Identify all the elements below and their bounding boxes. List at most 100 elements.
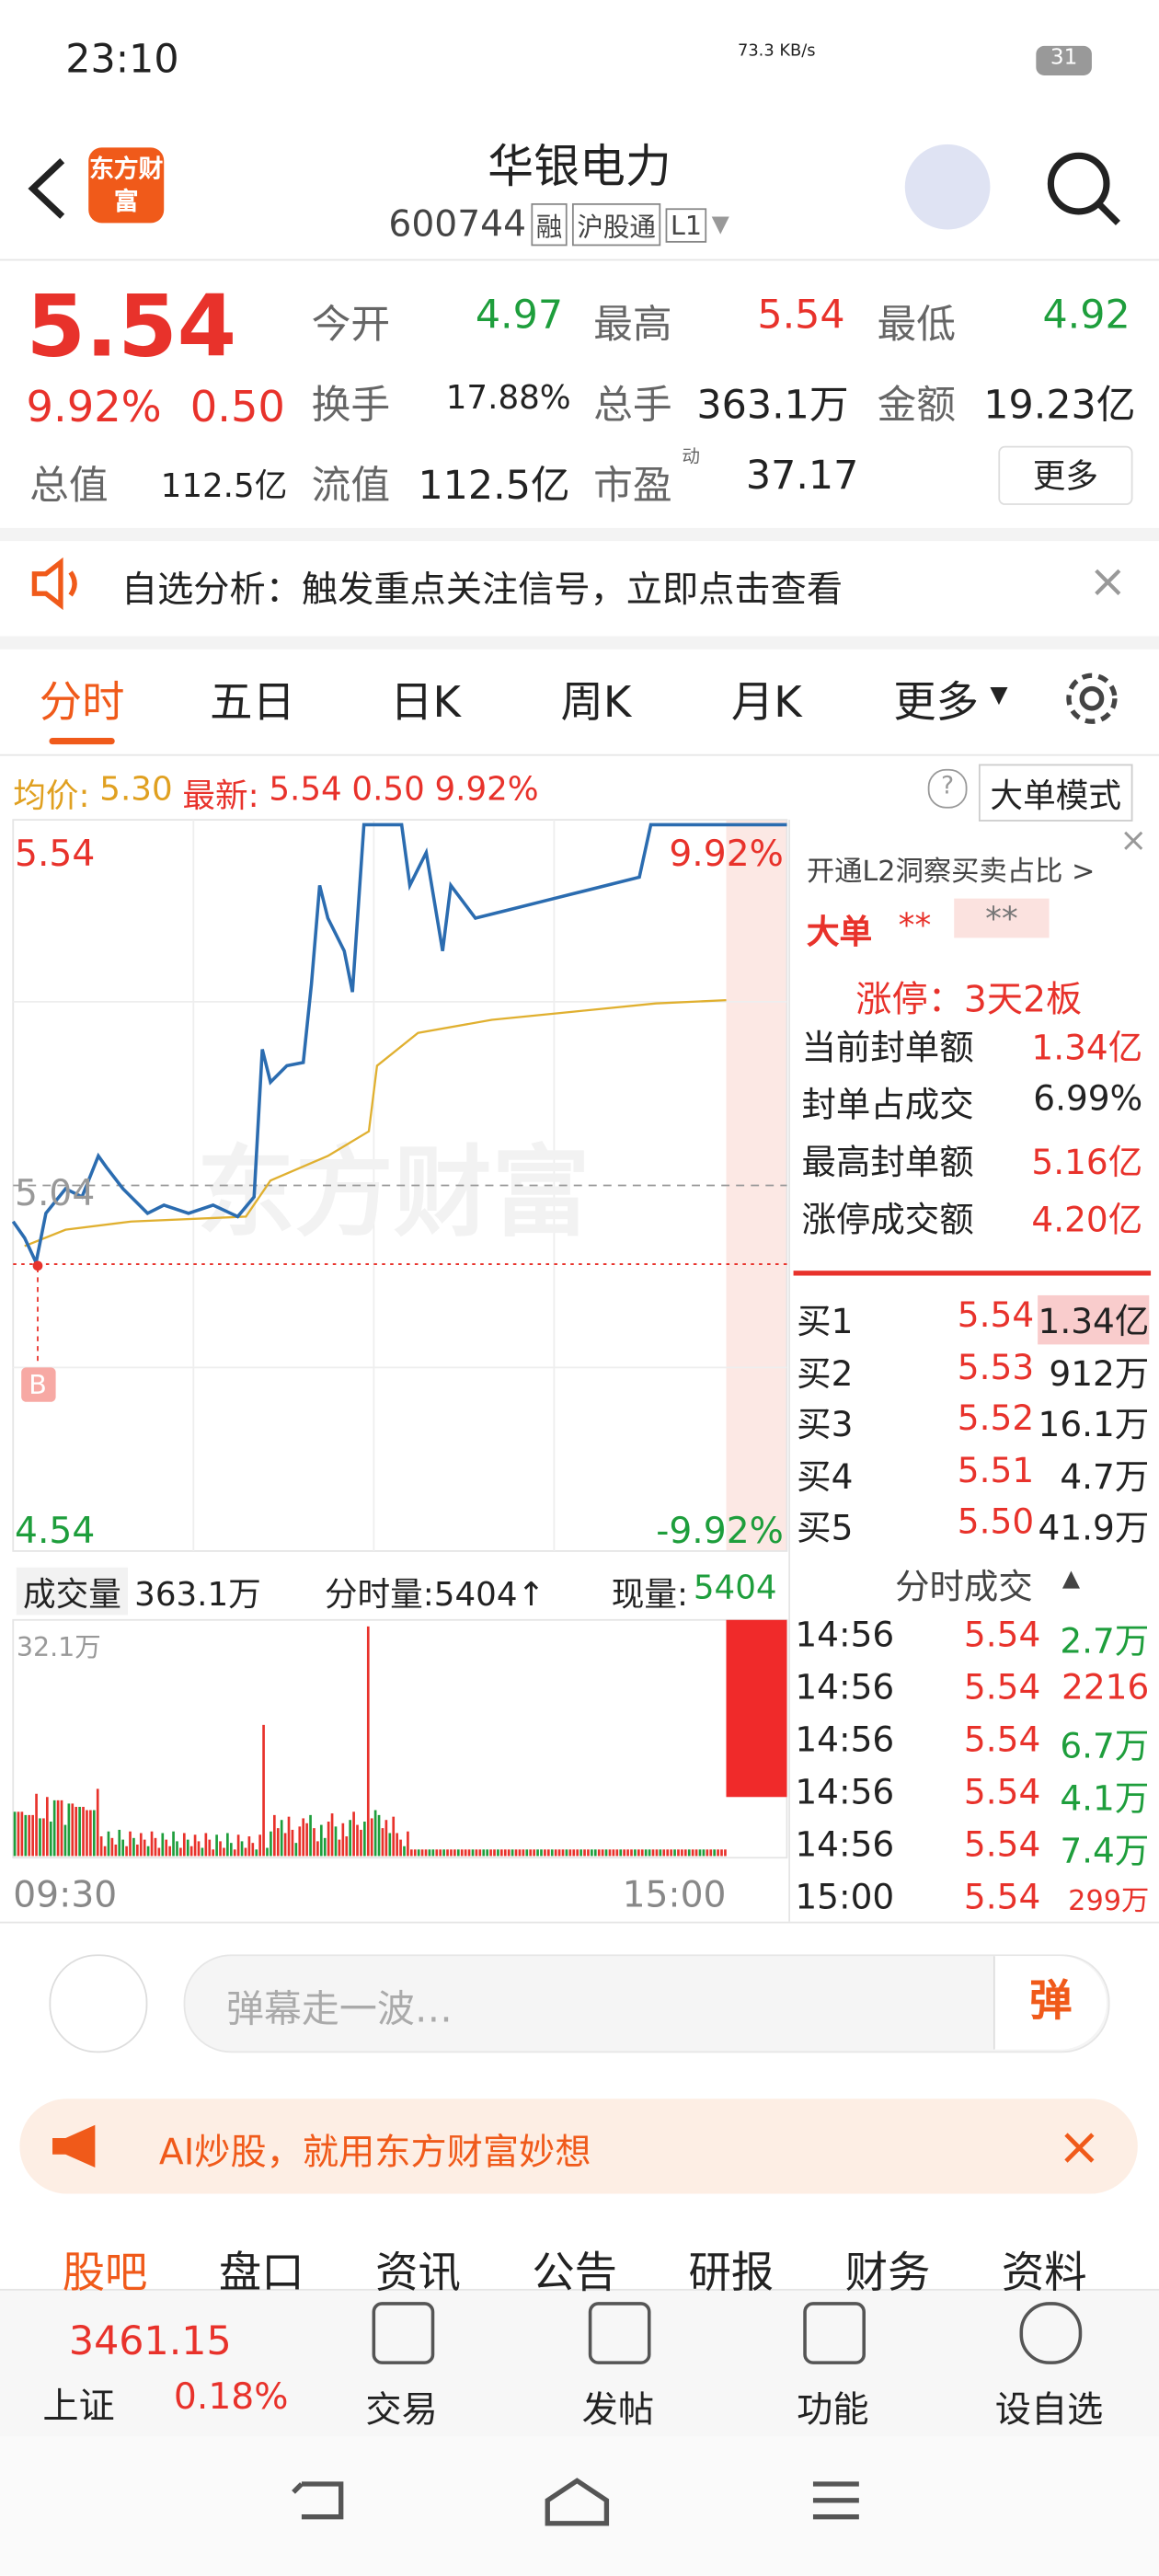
field-label: 最高 [593, 301, 672, 348]
bottom-tab[interactable]: 公告 [532, 2249, 618, 2299]
tab[interactable]: 更多 [893, 678, 979, 729]
system-buttons[interactable] [279, 2467, 901, 2533]
tab[interactable]: 五日 [210, 678, 295, 729]
field-value: 37.17 [745, 452, 859, 499]
divider [0, 527, 1159, 542]
clock: 23:10 [65, 36, 179, 83]
system-nav [0, 2436, 1159, 2576]
intraday-chart: 东方财富 B 5.54 5.04 4.54 9.92% -9.92% 32.1万… [11, 819, 788, 1916]
close-ad[interactable]: × [1057, 2115, 1102, 2178]
tick-vol: 分时量:5404↑ [324, 1573, 545, 1614]
bottom-tab[interactable]: 资料 [1001, 2249, 1087, 2299]
nav-item[interactable]: 发帖 [581, 2390, 655, 2432]
back-button[interactable] [23, 155, 72, 224]
bid-price: 5.52 [957, 1398, 1035, 1438]
trade-time: 14:56 [795, 1772, 895, 1812]
tag: L1 [665, 207, 707, 242]
side-divider [793, 1271, 1152, 1276]
y-mid: 5.04 [15, 1173, 95, 1214]
avg-label: 均价: [13, 775, 90, 815]
now-vol: 5404 [693, 1567, 777, 1607]
info-bar: 均价: 5.30 最新: 5.54 0.50 9.92% [13, 769, 538, 817]
stat-label: 封单占成交 [801, 1085, 974, 1125]
pct-top: 9.92% [669, 834, 784, 875]
bid-price: 5.54 [957, 1294, 1035, 1335]
close-side[interactable]: × [1119, 820, 1148, 859]
stars: ** [954, 898, 1050, 938]
avg-value: 5.30 [99, 768, 173, 809]
comment-input[interactable] [183, 1954, 1110, 2053]
stat-value: 6.99% [1033, 1078, 1143, 1119]
bottom-tab[interactable]: 资讯 [375, 2249, 461, 2299]
bid-volume: 1.34亿 [1038, 1294, 1150, 1345]
settings-icon[interactable] [1062, 669, 1121, 728]
tab[interactable]: 月K [730, 678, 802, 729]
help-icon[interactable]: ? [927, 768, 968, 809]
pct-bottom: -9.92% [656, 1511, 784, 1552]
trade-volume: 299万 [1068, 1885, 1150, 1919]
bottom-tab[interactable]: 盘口 [218, 2249, 304, 2299]
ad-text: AI炒股，就用东方财富妙想 [158, 2133, 591, 2175]
stat-value: 1.34亿 [1031, 1028, 1143, 1068]
trade-volume: 2216 [1061, 1667, 1150, 1708]
close-notice[interactable]: × [1088, 554, 1128, 609]
notice-text[interactable]: 自选分析：触发重点关注信号，立即点击查看 [120, 570, 843, 612]
more-button[interactable]: 更多 [998, 445, 1133, 505]
trade-time: 14:56 [795, 1719, 895, 1760]
field-label: 换手 [311, 382, 391, 429]
trade-price: 5.54 [963, 1615, 1041, 1655]
search-button[interactable] [1042, 147, 1124, 229]
trades-title[interactable]: 分时成交 [895, 1567, 1033, 1607]
bottom-tab[interactable]: 研报 [688, 2249, 775, 2299]
stock-name: 华银电力 [488, 139, 671, 194]
tab[interactable]: 日K [390, 678, 461, 729]
limit-info: 涨停：3天2板 [855, 980, 1083, 1022]
placeholder: 弹幕走一波… [225, 1988, 453, 2032]
stars: ** [898, 904, 932, 945]
l2-link[interactable]: 开通L2洞察买卖占比 > [806, 856, 1096, 889]
field-label: 流值 [311, 462, 391, 509]
ad-banner[interactable] [19, 2099, 1138, 2194]
tab[interactable]: 分时 [39, 678, 125, 729]
tag: 融 [531, 202, 568, 247]
trade-volume: 4.1万 [1060, 1778, 1150, 1819]
field-value: 4.92 [1042, 292, 1130, 339]
index-value[interactable]: 3461.15 [68, 2318, 232, 2364]
index-pct: 0.18% [173, 2377, 289, 2419]
speaker-icon [31, 557, 77, 610]
app-logo: 东方财富 [88, 147, 165, 224]
trade-price: 5.54 [963, 1719, 1041, 1760]
big-order-mode[interactable]: 大单模式 [978, 764, 1133, 822]
vol-label[interactable]: 成交量 [16, 1567, 129, 1616]
danmu-button[interactable]: 弹 [993, 1956, 1107, 2050]
bottom-tab[interactable]: 财务 [844, 2249, 931, 2299]
emoji-button[interactable] [49, 1954, 148, 2053]
field-label: 金额 [877, 382, 957, 429]
nav-item[interactable]: 交易 [365, 2390, 438, 2432]
tab[interactable]: 周K [560, 678, 632, 729]
field-value: 5.54 [757, 292, 845, 339]
bid-volume: 4.7万 [1060, 1456, 1150, 1497]
trade-time: 15:00 [795, 1877, 895, 1917]
trade-volume: 7.4万 [1060, 1831, 1150, 1871]
price: 5.54 [26, 278, 237, 377]
vol-total: 363.1万 [134, 1573, 261, 1614]
megaphone-icon [52, 2124, 96, 2168]
stat-label: 最高封单额 [801, 1143, 974, 1182]
trade-volume: 6.7万 [1060, 1726, 1150, 1766]
bid-price: 5.50 [957, 1501, 1035, 1542]
field-value: 112.5亿 [160, 466, 288, 505]
stat-value: 4.20亿 [1031, 1200, 1143, 1240]
field-label: 总手 [593, 382, 672, 429]
bid-label: 买5 [797, 1508, 854, 1548]
nav-item[interactable]: 功能 [797, 2390, 869, 2432]
stat-label: 涨停成交额 [801, 1200, 974, 1240]
field-value: 112.5亿 [418, 462, 570, 509]
bottom-tab[interactable]: 股吧 [62, 2249, 148, 2299]
latest-label: 最新: [182, 775, 259, 815]
field-label: 今开 [311, 301, 391, 348]
robot-avatar[interactable] [904, 144, 991, 230]
side-divider [788, 820, 791, 1922]
volume-bar: 成交量 363.1万 [16, 1567, 261, 1616]
nav-item[interactable]: 设自选 [994, 2390, 1104, 2432]
